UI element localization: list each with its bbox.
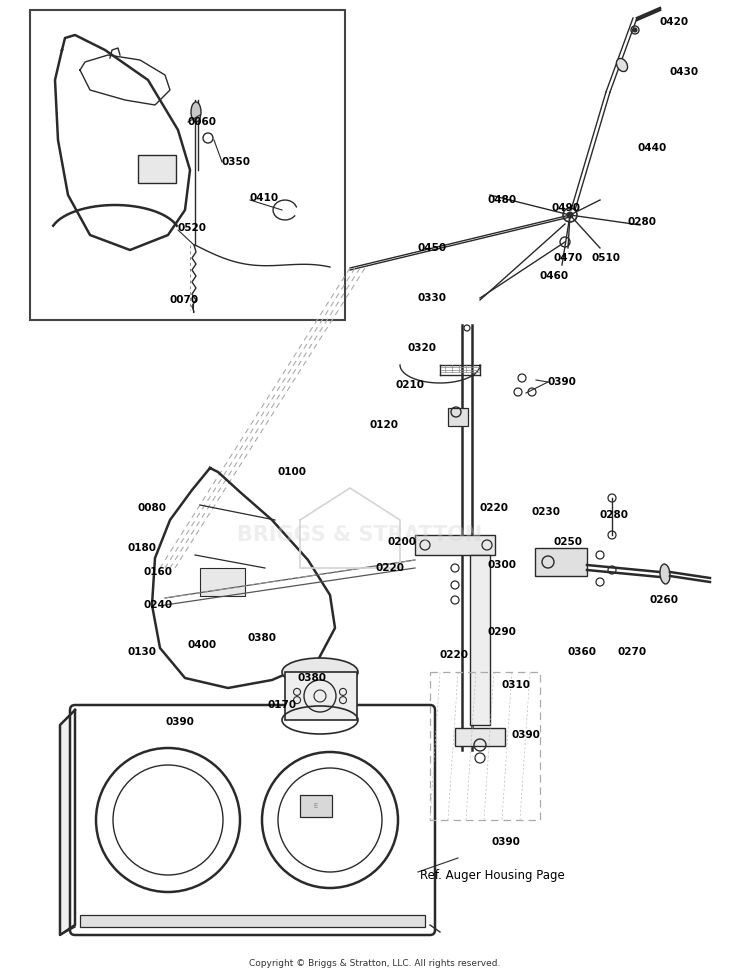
Text: Copyright © Briggs & Stratton, LLC. All rights reserved.: Copyright © Briggs & Stratton, LLC. All … [249,958,501,967]
Text: 0280: 0280 [628,217,657,227]
Bar [138,155,176,183]
Bar [80,915,425,927]
Text: 0520: 0520 [178,223,207,233]
Text: 0320: 0320 [408,343,437,353]
Circle shape [633,28,637,32]
Text: 0420: 0420 [660,17,689,27]
Text: 0220: 0220 [375,563,404,573]
Bar [30,10,345,320]
Text: 0220: 0220 [440,650,469,660]
Text: E: E [314,803,318,809]
Text: 0260: 0260 [650,595,679,605]
Text: 0430: 0430 [670,67,699,77]
Bar [200,568,245,596]
Bar [415,535,495,555]
Text: 0210: 0210 [395,380,424,390]
Text: 0270: 0270 [618,647,647,657]
Ellipse shape [191,102,201,122]
Text: 0480: 0480 [488,195,518,205]
Text: 0130: 0130 [128,647,157,657]
Text: 0230: 0230 [532,507,561,517]
Bar [300,795,332,817]
Text: 0310: 0310 [502,680,531,690]
Text: 0390: 0390 [548,377,577,387]
Text: 0350: 0350 [222,157,251,167]
Ellipse shape [282,658,358,686]
Text: 0390: 0390 [165,717,194,727]
Text: 0240: 0240 [144,600,173,610]
Text: 0380: 0380 [248,633,277,643]
Bar [285,672,357,720]
Text: 0070: 0070 [170,295,200,305]
Circle shape [567,212,573,218]
Ellipse shape [616,58,628,71]
Text: 0510: 0510 [592,253,621,263]
Text: 0330: 0330 [418,293,447,303]
Text: 0160: 0160 [144,567,173,577]
Text: BRIGGS & STRATTON: BRIGGS & STRATTON [237,525,483,545]
Text: 0400: 0400 [188,640,218,650]
Text: 0450: 0450 [418,243,447,253]
Text: 0440: 0440 [638,143,668,153]
Bar [470,555,490,725]
Bar [455,728,505,746]
Text: 0410: 0410 [250,193,279,203]
FancyBboxPatch shape [70,705,435,935]
Text: 0060: 0060 [188,117,217,127]
Text: 0360: 0360 [568,647,597,657]
Text: 0170: 0170 [268,700,297,710]
Bar [535,548,587,576]
Text: 0390: 0390 [492,837,520,847]
Text: 0380: 0380 [298,673,327,683]
Bar [448,408,468,426]
Text: 0080: 0080 [138,503,167,513]
Text: 0200: 0200 [388,537,417,547]
Polygon shape [60,710,75,935]
Text: 0280: 0280 [600,510,629,520]
Text: 0490: 0490 [552,203,581,213]
Text: 0470: 0470 [554,253,584,263]
Text: Ref. Auger Housing Page: Ref. Auger Housing Page [420,869,565,881]
Text: 0300: 0300 [488,560,517,570]
Text: 0120: 0120 [370,420,399,430]
Text: 0290: 0290 [488,627,517,637]
Ellipse shape [660,564,670,584]
Text: 0220: 0220 [480,503,509,513]
Text: 0100: 0100 [278,467,307,477]
Text: 0390: 0390 [512,730,541,740]
Text: 0250: 0250 [554,537,583,547]
Text: 0180: 0180 [128,543,157,553]
Text: 0460: 0460 [540,271,569,281]
